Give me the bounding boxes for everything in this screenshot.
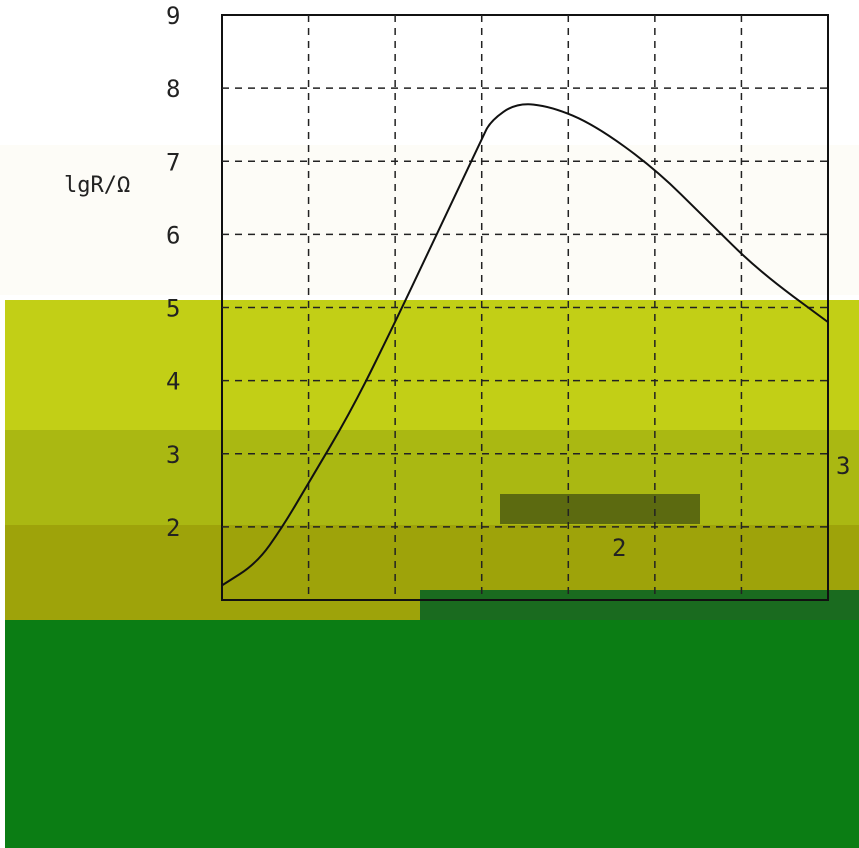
band-paper-shifted <box>0 145 859 295</box>
y-tick-label: 5 <box>166 295 180 323</box>
y-tick-label: 9 <box>166 2 180 30</box>
annotation-3: 3 <box>836 452 850 480</box>
band-olive-top <box>5 300 859 430</box>
y-tick-label: 3 <box>166 441 180 469</box>
band-olive-mid <box>5 430 859 525</box>
y-axis-label: lgR/Ω <box>64 173 130 198</box>
y-tick-label: 6 <box>166 221 180 249</box>
glitch-strip-2 <box>500 494 700 524</box>
glitch-strip-1 <box>420 590 859 620</box>
y-tick-label: 2 <box>166 514 180 542</box>
plot-area <box>221 14 829 601</box>
y-tick-label: 4 <box>166 368 180 396</box>
y-tick-labels: 9 8 7 6 5 4 3 2 <box>166 2 180 542</box>
series-line <box>221 103 829 587</box>
y-tick-label: 7 <box>166 148 180 176</box>
band-green <box>5 620 859 848</box>
y-tick-label: 8 <box>166 75 180 103</box>
annotation-2: 2 <box>612 534 626 562</box>
